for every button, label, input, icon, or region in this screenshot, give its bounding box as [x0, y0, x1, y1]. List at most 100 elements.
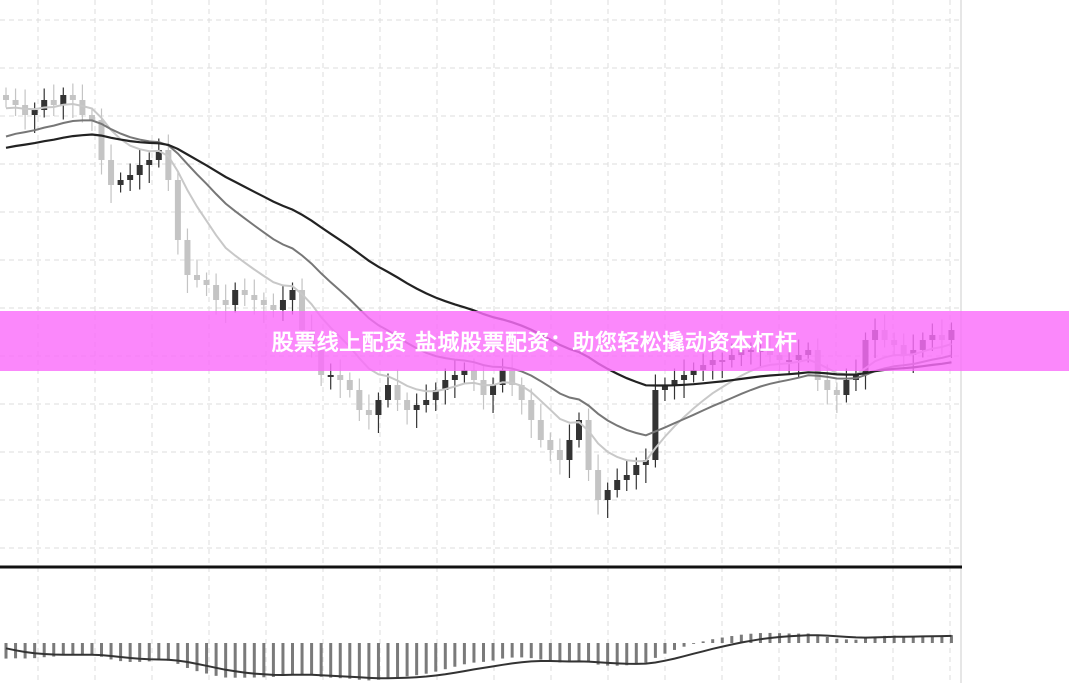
candle-body — [413, 405, 420, 410]
candle-body — [3, 95, 9, 100]
macd-bar — [61, 643, 65, 656]
macd-bar — [396, 643, 400, 678]
macd-bar — [138, 643, 142, 662]
candle-body — [194, 275, 200, 280]
candle-body — [117, 180, 124, 185]
candle-body — [394, 385, 401, 400]
macd-bar — [949, 635, 953, 643]
candle-body — [576, 420, 582, 440]
macd-bar — [539, 643, 543, 660]
macd-bar — [90, 643, 94, 655]
macd-bar — [338, 643, 342, 679]
macd-signal-line — [5, 634, 952, 680]
candle-body — [213, 285, 220, 300]
macd-bar — [443, 643, 447, 670]
macd-bar — [281, 643, 285, 676]
candle-body — [184, 240, 191, 275]
macd-bar — [501, 643, 505, 659]
candle-body — [623, 475, 630, 480]
candle-body — [270, 305, 277, 310]
macd-bar — [673, 643, 676, 650]
candle-body — [41, 100, 48, 110]
macd-bar — [692, 643, 696, 644]
macd-bar — [319, 643, 323, 677]
macd-bar — [291, 643, 294, 674]
macd-bar — [491, 643, 495, 661]
macd-bar — [176, 643, 180, 664]
candle-body — [299, 290, 306, 330]
macd-bar — [100, 643, 103, 657]
macd-bar — [472, 643, 476, 663]
macd-bar — [157, 643, 161, 661]
macd-bar — [816, 635, 820, 643]
macd-bar — [520, 643, 524, 658]
macd-bar — [23, 643, 27, 659]
macd-bar — [185, 643, 189, 668]
macd-bar — [787, 633, 791, 643]
macd-bar — [462, 643, 466, 665]
candle-body — [375, 400, 382, 415]
macd-bar — [252, 643, 256, 678]
macd-bar — [940, 635, 944, 643]
macd-bar — [911, 636, 915, 643]
candle-body — [480, 380, 487, 395]
candle-body — [843, 380, 850, 395]
macd-bar — [615, 643, 619, 666]
macd-bar — [405, 643, 409, 677]
macd-bar — [262, 643, 266, 678]
macd-bar — [233, 643, 237, 678]
macd-bar — [529, 643, 533, 659]
macd-bar — [195, 643, 199, 672]
macd-bar — [33, 643, 37, 659]
candle-body — [251, 295, 258, 300]
macd-bar — [147, 643, 151, 662]
macd-bar — [873, 636, 877, 643]
macd-bar — [300, 643, 304, 675]
macd-bar — [271, 643, 275, 677]
macd-bar — [596, 643, 600, 665]
candle-body — [633, 465, 640, 475]
candle-body — [652, 390, 659, 460]
candle-body — [337, 375, 344, 380]
candle-body — [528, 400, 535, 420]
candle-body — [146, 160, 153, 165]
candle-body — [241, 290, 248, 295]
macd-bar — [453, 643, 457, 667]
macd-bar — [482, 643, 485, 662]
macd-bar — [835, 638, 839, 643]
macd-bar — [119, 643, 123, 662]
macd-bar — [797, 633, 801, 643]
macd-bar — [921, 635, 925, 643]
candle-body — [432, 390, 439, 400]
macd-bar — [109, 643, 113, 660]
macd-bar — [205, 643, 209, 674]
macd-bar — [644, 643, 648, 663]
macd-bar — [224, 643, 228, 678]
macd-bar — [415, 643, 419, 676]
candle-body — [518, 385, 525, 400]
candle-body — [604, 490, 611, 500]
macd-bar — [52, 643, 56, 657]
macd-bar — [567, 643, 571, 663]
macd-bar — [80, 643, 84, 655]
macd-bar — [606, 643, 610, 666]
candle-body — [566, 440, 573, 460]
candle-body — [690, 370, 697, 375]
macd-bar — [510, 643, 514, 658]
candle-body — [824, 380, 831, 390]
macd-bar — [214, 643, 218, 676]
macd-bar — [329, 643, 333, 678]
macd-bar — [243, 643, 247, 678]
candle-body — [69, 95, 76, 100]
macd-bar — [902, 636, 906, 643]
macd-bar — [367, 643, 371, 681]
macd-bar — [348, 643, 352, 679]
candle-body — [346, 380, 353, 390]
candle-body — [356, 390, 363, 410]
macd-bar — [424, 643, 428, 674]
candle-body — [442, 380, 449, 390]
banner-text: 股票线上配资 盐城股票配资：助您轻松撬动资本杠杆 — [271, 331, 798, 356]
candle-body — [537, 420, 544, 440]
moving-averages — [5, 102, 952, 463]
candle-body — [222, 300, 229, 305]
